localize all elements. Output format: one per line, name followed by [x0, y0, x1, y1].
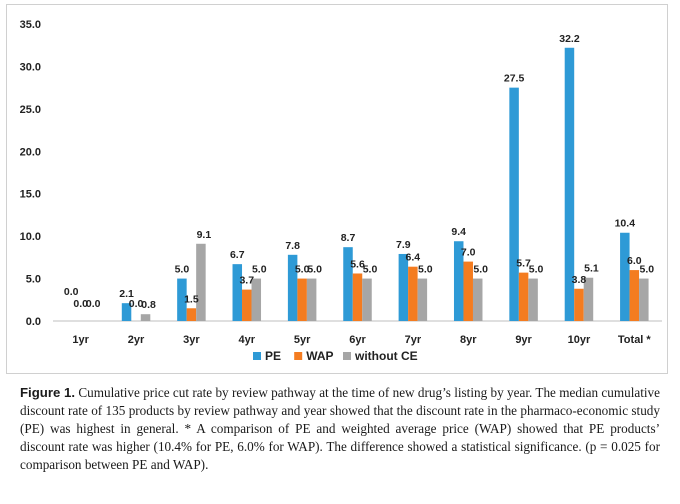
bar-wap — [297, 278, 307, 321]
data-label: 3.7 — [239, 275, 254, 287]
data-label: 5.0 — [307, 264, 322, 276]
bar-without-ce — [196, 243, 206, 321]
bar-wap — [242, 289, 252, 321]
bar-pe — [121, 303, 132, 321]
x-tick-label: 2yr — [128, 334, 145, 346]
x-tick-label: 10yr — [568, 334, 591, 346]
bar-pe — [177, 278, 187, 321]
data-label: 0.0 — [129, 298, 144, 310]
data-label: 5.0 — [473, 264, 488, 276]
figure-caption: Figure 1. Cumulative price cut rate by r… — [20, 384, 660, 474]
bar-wap — [186, 308, 197, 321]
data-label: 5.7 — [516, 258, 531, 270]
data-label: 8.7 — [341, 232, 356, 244]
y-tick-label: 30.0 — [20, 61, 41, 73]
bar-without-ce — [639, 278, 649, 321]
bar-pe — [343, 247, 353, 321]
chart-frame: 0.0 5.0 10.0 15.0 20.0 25.0 30.0 35.0 0.0 2.1 5.0… — [6, 4, 668, 374]
data-label: 7.0 — [461, 247, 476, 259]
bar-wap — [408, 266, 418, 321]
data-label: 27.5 — [504, 73, 525, 85]
caption-text: Cumulative price cut rate by review path… — [20, 385, 660, 472]
y-tick-label: 35.0 — [20, 19, 41, 31]
y-tick-label: 15.0 — [20, 189, 41, 201]
legend-label: WAP — [306, 349, 333, 363]
bar-pe — [287, 254, 298, 321]
data-label: 10.4 — [615, 218, 636, 230]
data-label: 7.9 — [396, 239, 411, 251]
bar-chart: 0.05.010.015.020.025.030.035.0 0.0 2.15.0… — [20, 19, 662, 363]
data-label: 0.0 — [86, 298, 101, 310]
data-label: 5.0 — [175, 264, 190, 276]
data-label: 3.8 — [572, 274, 587, 286]
bar-wap — [352, 273, 363, 321]
y-tick-label: 10.0 — [20, 231, 41, 243]
bar-without-ce — [140, 314, 151, 321]
bar-pe — [564, 47, 575, 321]
data-label: 5.1 — [584, 263, 599, 275]
caption-label: Figure 1. — [20, 385, 75, 400]
bar-pe — [398, 253, 409, 321]
data-label: 7.8 — [285, 240, 300, 252]
data-label: 9.4 — [451, 226, 466, 238]
y-tick-label: 25.0 — [20, 104, 41, 116]
legend-swatch — [294, 352, 303, 360]
bar-without-ce — [417, 278, 428, 321]
x-tick-label: 4yr — [239, 334, 256, 346]
bar-wap — [518, 272, 529, 321]
data-label: 0.0 — [73, 298, 88, 310]
bar-pe — [509, 87, 519, 322]
data-label: 5.0 — [418, 264, 433, 276]
data-label: 5.0 — [363, 264, 378, 276]
y-tick-label: 5.0 — [26, 274, 41, 286]
x-tick-label: 3yr — [183, 334, 200, 346]
bar-wap — [574, 288, 584, 321]
bar-pe — [620, 232, 630, 321]
bar-without-ce — [472, 278, 483, 321]
data-label: 5.0 — [295, 264, 310, 276]
x-tick-label: 8yr — [460, 334, 477, 346]
legend: PE WAP without CE — [253, 349, 418, 363]
bar-without-ce — [251, 278, 262, 321]
y-tick-label: 20.0 — [20, 146, 41, 158]
x-tick-label: 5yr — [294, 334, 311, 346]
data-label: 0.0 — [64, 286, 79, 298]
data-label: 5.0 — [252, 264, 267, 276]
data-label: 6.7 — [230, 249, 245, 261]
data-label: 1.5 — [184, 293, 199, 305]
data-label: 2.1 — [119, 288, 134, 300]
bar-pe — [453, 241, 464, 321]
bar-wap — [463, 261, 473, 321]
bar-wap — [629, 270, 640, 321]
x-tick-label: 1yr — [72, 334, 89, 346]
data-label: 6.0 — [627, 255, 642, 267]
data-label: 6.4 — [406, 252, 421, 264]
legend-label: PE — [265, 349, 281, 363]
legend-swatch — [343, 352, 351, 360]
bar-without-ce — [583, 277, 594, 321]
x-tick-label: 9yr — [515, 334, 532, 346]
x-tick-label: 6yr — [349, 334, 366, 346]
bar-without-ce — [362, 278, 372, 321]
legend-swatch — [253, 352, 261, 360]
data-label: 5.0 — [640, 264, 655, 276]
data-label: 5.6 — [350, 258, 365, 270]
legend-label: without CE — [354, 349, 418, 363]
data-label: 5.0 — [529, 264, 544, 276]
data-label: 9.1 — [197, 229, 212, 241]
data-label: 0.8 — [141, 299, 156, 311]
data-label: 32.2 — [559, 33, 580, 45]
bar-without-ce — [528, 278, 538, 321]
x-tick-label: 7yr — [405, 334, 422, 346]
x-tick-label: Total * — [618, 334, 652, 346]
y-tick-label: 0.0 — [26, 316, 41, 328]
bar-pe — [232, 264, 243, 321]
bar-without-ce — [306, 278, 317, 321]
